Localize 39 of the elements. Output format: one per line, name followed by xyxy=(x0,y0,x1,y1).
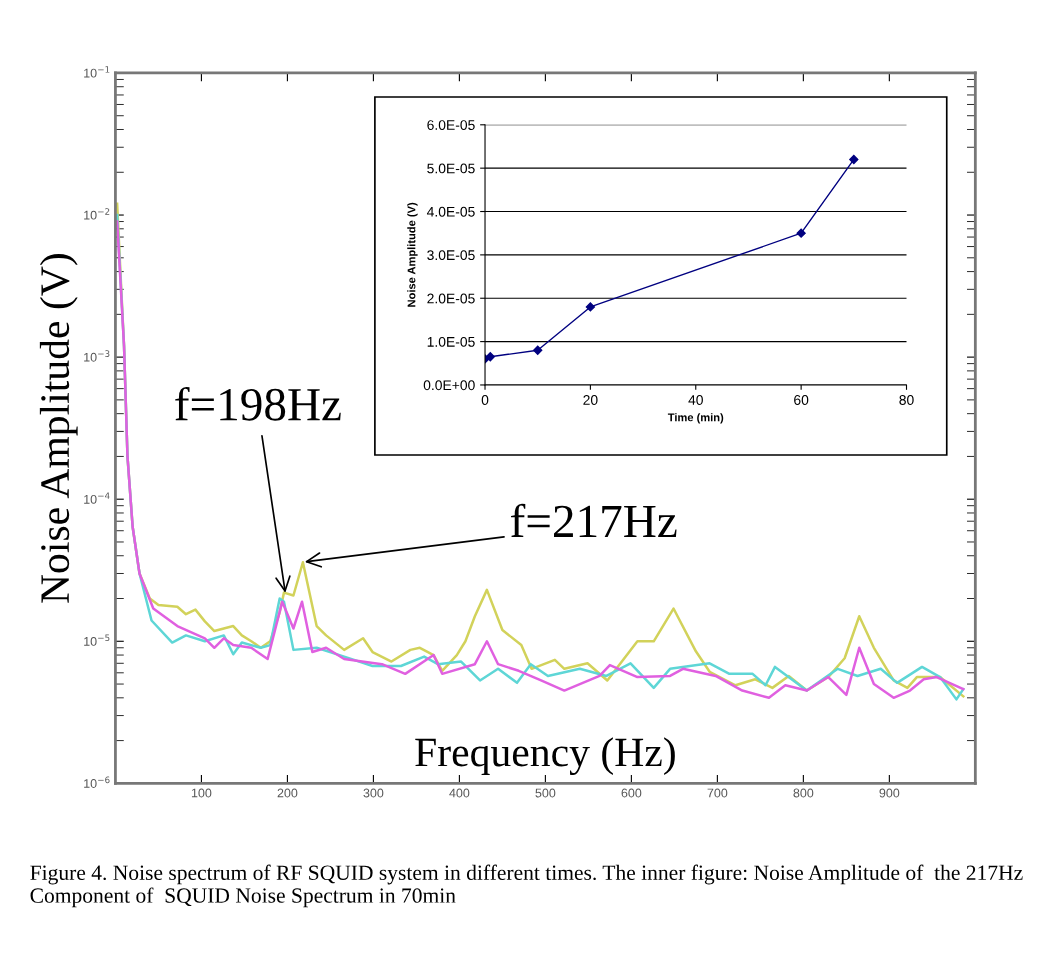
x-tick-label: 500 xyxy=(535,788,556,798)
x-tick-label: 60 xyxy=(794,395,809,405)
x-tick-label: 700 xyxy=(707,788,728,798)
y-tick-label: 10$^{−2}$ xyxy=(84,208,110,220)
annotation: f=217Hz xyxy=(511,503,677,537)
y-axis-title: Noise Amplitude (V) xyxy=(39,254,78,603)
y-axis-title: Noise Amplitude (V) xyxy=(407,202,418,307)
y-tick-label: 10$^{−6}$ xyxy=(84,776,110,788)
x-axis-title: Time (min) xyxy=(667,413,724,424)
y-tick-label: 4.0E-05 xyxy=(426,206,475,217)
point xyxy=(585,302,596,312)
y-tick-label: 5.0E-05 xyxy=(427,163,475,174)
x-tick-label: 800 xyxy=(793,788,814,798)
x-tick-label: 900 xyxy=(879,788,900,798)
y-tick-label: 10$^{−5}$ xyxy=(84,634,110,646)
x-tick-label: 200 xyxy=(277,788,298,798)
x-tick-label: 0 xyxy=(481,395,489,405)
y-tick-label: 10$^{−4}$ xyxy=(84,492,110,504)
y-tick-label: 0.0E+00 xyxy=(423,380,475,391)
caption: Figure 4. Noise spectrum of RF SQUID system in different times. The inner figure: Noise Amplitude of the 217Hz Component of SQUID Noise Spectrum in 70min xyxy=(30,864,1023,908)
y-tick-label: 10$^{−3}$ xyxy=(84,350,110,362)
y-tick-label: 1.0E-05 xyxy=(427,336,475,347)
x-tick-label: 40 xyxy=(688,395,703,405)
point xyxy=(796,228,806,238)
y-tick-label: 10$^{−1}$ xyxy=(84,66,110,78)
x-tick-label: 80 xyxy=(899,395,914,405)
x-axis-title: Frequency (Hz) xyxy=(415,737,675,776)
x-tick-label: 20 xyxy=(583,395,598,405)
y-tick-label: 3.0E-05 xyxy=(427,250,475,261)
point xyxy=(849,154,859,165)
point xyxy=(485,352,495,362)
x-tick-label: 100 xyxy=(191,788,212,798)
point xyxy=(533,345,543,355)
x-tick-label: 400 xyxy=(449,788,470,798)
x-tick-label: 300 xyxy=(363,788,384,798)
y-tick-label: 2.0E-05 xyxy=(427,293,475,304)
annotation: f=198Hz xyxy=(175,386,341,421)
x-tick-label: 600 xyxy=(621,788,642,798)
y-tick-label: 6.0E-05 xyxy=(427,120,475,130)
